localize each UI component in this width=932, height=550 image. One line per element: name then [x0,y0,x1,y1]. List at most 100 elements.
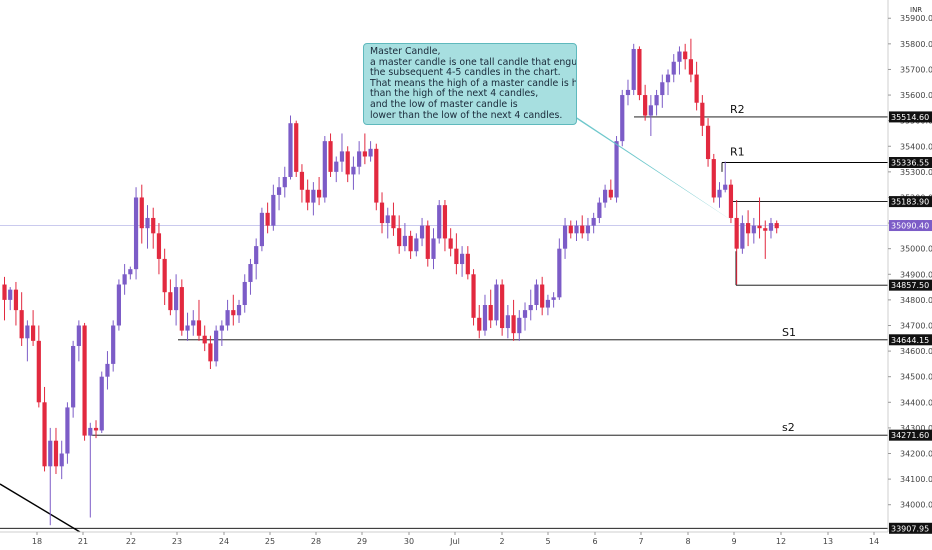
candle-body [162,258,167,293]
candle-body [671,61,676,75]
candle-body [65,407,70,454]
level-price-tag-bg [889,279,932,291]
level-price-tag-bg [889,111,932,123]
candle-body [42,402,47,467]
candle-body [774,223,779,229]
candle-body [591,217,596,226]
candle-body [568,225,573,234]
candle-body [305,189,310,203]
candle-body [460,253,465,265]
candle-body [82,325,87,436]
note-line: lower than the low of the next 4 candles… [370,109,563,121]
candle-body [357,151,362,167]
candle-body [562,225,568,249]
candle-body [151,217,156,234]
x-tick-label: 25 [265,537,275,546]
candle-body [271,194,276,226]
candle-body [728,184,734,218]
candle-body [505,315,510,329]
y-tick-label: 34500.00 [900,373,932,382]
candle-body [345,151,350,175]
candle-body [477,317,482,331]
candle-body [397,228,402,247]
candle-body [500,284,505,329]
level-price-tag: 34857.50 [891,281,929,290]
candle-body [425,225,430,259]
x-axis: 18 21 22 23 24 25 28 29 30 Jul 2 5 6 7 8 9 12 13 14 [0,531,888,546]
candle-body [768,223,774,231]
trendline-layer [0,483,81,533]
candle-body [179,287,184,331]
candle-body [93,427,99,431]
candle-body [122,274,127,285]
candle-body [225,310,230,326]
candle-body [431,238,436,259]
y-tick-label: 35800.00 [900,40,932,49]
callout-layer [560,108,734,222]
current-price-tag: 35090.40 [891,222,929,231]
candle-body [8,289,13,300]
candle-body [111,325,116,364]
y-axis: 34000.00 34100.00 34200.00 34300.00 34400.00… [887,0,932,534]
y-tick-label: 34700.00 [900,321,932,330]
candle-body [637,48,642,96]
y-tick-label: 35700.00 [900,65,932,74]
candle-body [294,123,299,172]
level-label: R2 [730,103,745,116]
candle-body [454,248,459,265]
candle-body [105,363,110,377]
candle-body [448,238,453,249]
x-tick-label: 2 [499,537,504,546]
candle-body [53,440,59,467]
candle-body [48,440,53,467]
y-tick-label: 35000.00 [900,245,932,254]
candle-body [705,125,711,160]
candle-body [608,189,613,198]
note-line: the subsequent 4-5 candles in the chart. [370,67,561,79]
candle-body [711,159,716,198]
candle-body [133,197,139,270]
candle-body [545,299,550,308]
level-price-tag-bg [889,196,932,208]
candle-body [339,151,345,162]
candle-body [2,284,7,300]
candle-body [71,345,76,408]
level-price-tag: 33907.95 [891,524,929,533]
candle-body [551,297,556,300]
level-lines: R2 R1 S1 s2 [0,103,888,529]
candle-body [139,197,144,229]
candle-body [517,317,522,334]
candle-body [654,95,659,106]
candle-body [351,166,356,175]
level-price-tag: 35514.60 [891,113,929,122]
candle-body [191,320,196,326]
y-tick-label: 34400.00 [900,398,932,407]
candle-body [196,320,202,336]
candle-body [648,105,653,116]
candle-body [391,215,396,229]
candle-body [374,148,379,203]
x-tick-label: 21 [78,537,88,546]
candle-body [585,225,591,234]
candle-body [465,253,470,275]
candle-body [620,95,625,142]
x-tick-label: 30 [404,537,414,546]
candle-body [276,187,282,195]
candle-body [534,284,539,306]
candle-body [202,335,207,344]
candle-body [19,310,24,339]
level-price-tag-bg [889,334,932,346]
candle-body [174,287,179,311]
level-label: s2 [782,421,795,434]
candle-body [614,141,619,198]
candle-body [580,225,585,234]
candle-body [88,427,93,436]
candle-body [643,95,648,116]
current-price-tag-bg [889,220,932,232]
y-tick-label: 34000.00 [900,501,932,510]
candle-body [482,305,488,331]
candle-body [528,305,533,311]
candle-body [557,248,562,298]
candle-body [236,305,242,316]
y-tick-label: 34900.00 [900,270,932,279]
